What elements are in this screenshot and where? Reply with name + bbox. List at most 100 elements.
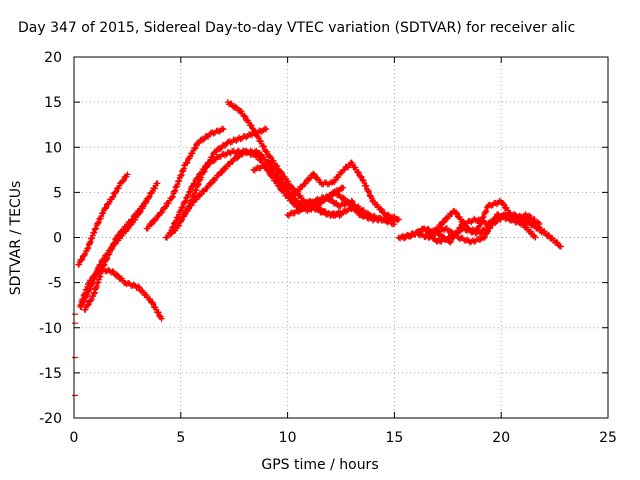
series-track-10 <box>250 159 402 223</box>
data-point <box>106 248 113 255</box>
axis-ticks: 0 5 10 15 20 25 -20 -15 -10 -5 0 5 10 15 20 <box>39 50 617 446</box>
data-point <box>146 193 153 200</box>
data-point <box>173 217 180 224</box>
data-point <box>310 170 317 177</box>
data-point <box>484 228 491 235</box>
data-point <box>116 231 123 238</box>
series-track-16 <box>429 211 539 246</box>
data-point <box>183 160 190 167</box>
y-tick-label: 0 <box>53 231 62 247</box>
data-point <box>79 256 86 263</box>
data-point <box>311 201 318 208</box>
data-point <box>82 306 89 313</box>
data-point <box>307 175 314 182</box>
series-track-15 <box>421 197 543 245</box>
data-point <box>95 219 102 226</box>
data-point <box>453 209 460 216</box>
data-point <box>365 187 372 194</box>
data-point <box>233 104 240 111</box>
data-point <box>453 210 460 217</box>
data-point <box>169 224 176 231</box>
y-tick-label: -5 <box>48 276 62 292</box>
data-point <box>473 229 480 236</box>
data-point <box>178 216 185 223</box>
x-tick-label: 5 <box>176 430 185 446</box>
data-point <box>151 185 158 192</box>
data-point <box>554 239 561 246</box>
data-point <box>124 171 131 178</box>
data-point <box>366 189 373 196</box>
data-point <box>357 211 364 218</box>
data-point <box>558 243 565 250</box>
data-point <box>84 291 91 298</box>
data-point <box>193 196 200 203</box>
data-point <box>159 209 166 216</box>
data-point <box>184 159 191 166</box>
data-point <box>238 108 245 115</box>
data-point <box>267 154 274 161</box>
data-point <box>275 179 282 186</box>
series-markers <box>72 99 565 397</box>
data-point <box>110 268 117 275</box>
data-point <box>179 205 186 212</box>
data-point <box>391 220 398 227</box>
data-point <box>479 214 486 221</box>
data-point <box>292 191 299 198</box>
data-point <box>490 219 497 226</box>
data-point <box>104 252 111 259</box>
data-point <box>98 213 105 220</box>
data-point <box>249 125 256 132</box>
data-point <box>208 180 215 187</box>
data-point <box>145 194 152 201</box>
data-point <box>204 184 211 191</box>
series-track-4 <box>81 198 150 313</box>
data-point <box>338 211 344 218</box>
data-point <box>220 126 227 133</box>
data-point <box>234 155 241 162</box>
y-tick-label: -15 <box>39 366 62 382</box>
data-point <box>291 192 298 199</box>
y-tick-label: 10 <box>44 140 62 156</box>
data-point <box>278 169 285 176</box>
data-point <box>257 151 264 158</box>
data-point <box>140 203 147 210</box>
data-point <box>255 134 262 141</box>
data-point <box>278 182 285 189</box>
data-point <box>129 216 136 223</box>
data-point <box>248 122 255 129</box>
data-point <box>279 182 286 189</box>
series-track-2 <box>77 266 165 322</box>
data-point <box>274 163 281 170</box>
data-point <box>507 210 514 217</box>
data-point <box>274 176 281 183</box>
chart-title: Day 347 of 2015, Sidereal Day-to-day VTE… <box>18 20 576 36</box>
data-point <box>355 169 362 176</box>
data-point <box>179 204 186 211</box>
data-point <box>147 221 154 228</box>
data-point <box>189 150 196 157</box>
y-tick-label: -20 <box>39 411 62 427</box>
data-point <box>195 174 202 181</box>
data-point <box>120 177 127 184</box>
data-point <box>311 171 318 178</box>
series-track-12 <box>293 198 344 220</box>
data-point <box>544 231 551 238</box>
data-point <box>283 187 290 194</box>
data-point <box>191 180 198 187</box>
data-point <box>111 240 118 247</box>
data-point <box>348 197 355 204</box>
data-point <box>332 177 339 184</box>
data-point <box>299 203 306 210</box>
data-point <box>424 227 431 234</box>
data-point <box>133 210 140 217</box>
data-point <box>189 199 196 206</box>
data-point <box>143 198 150 205</box>
data-point <box>155 212 162 219</box>
data-point <box>76 261 83 268</box>
data-point <box>480 213 487 220</box>
data-point <box>80 299 87 306</box>
data-point <box>447 228 454 235</box>
data-point <box>196 139 203 146</box>
data-point <box>546 232 553 239</box>
